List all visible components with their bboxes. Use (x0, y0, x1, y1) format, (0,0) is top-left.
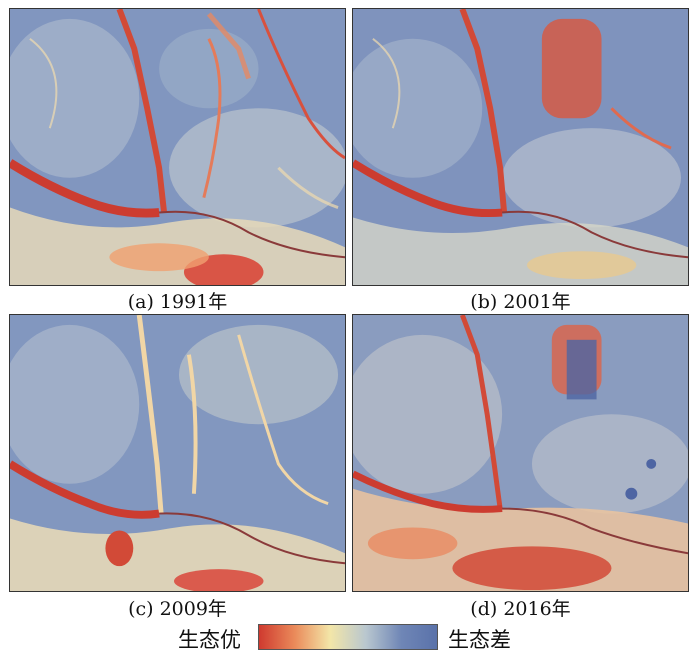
ecology-map-2016 (353, 315, 688, 591)
legend-color-bar (258, 624, 438, 650)
caption-1991: (a) 1991年 (127, 291, 228, 313)
map-panel-2001 (352, 8, 689, 286)
caption-2009: (c) 2009年 (128, 598, 227, 620)
map-panel-2009 (9, 314, 346, 592)
map-panel-2016 (352, 314, 689, 592)
legend-label-good: 生态优 (178, 628, 241, 652)
caption-2016: (d) 2016年 (470, 598, 571, 620)
ecology-map-1991 (10, 9, 345, 285)
ecology-map-2001 (353, 9, 688, 285)
legend-label-poor: 生态差 (448, 628, 511, 652)
map-panel-1991 (9, 8, 346, 286)
caption-2001: (b) 2001年 (470, 291, 571, 313)
ecology-map-2009 (10, 315, 345, 591)
